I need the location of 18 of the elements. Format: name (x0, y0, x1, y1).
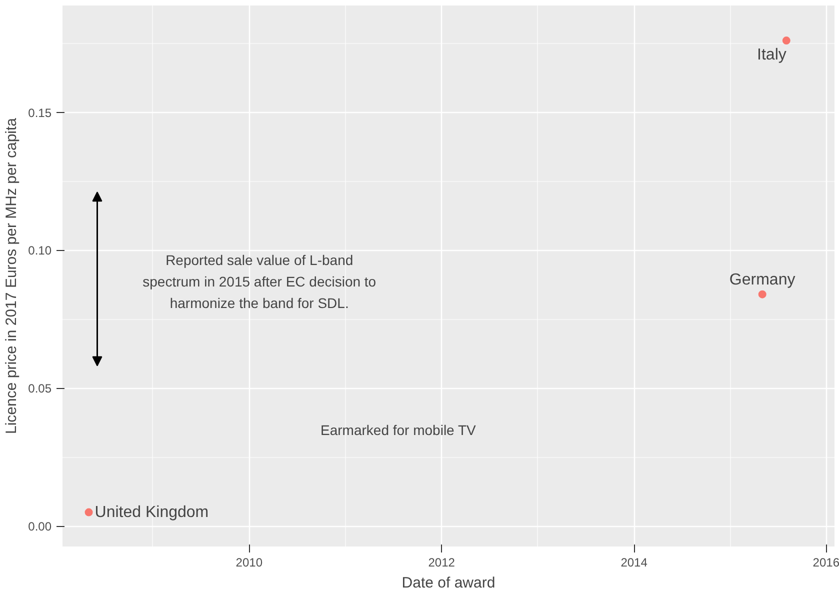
x-tick-label: 2010 (236, 556, 263, 570)
annotation: Earmarked for mobile TV (320, 422, 477, 438)
point (782, 36, 790, 45)
y-axis-title: Licence price in 2017 Euros per MHz per capita (3, 117, 20, 434)
y-tick-label: 0.15 (28, 106, 52, 120)
annotation: Germany (729, 271, 796, 288)
x-axis-title: Date of award (402, 574, 496, 592)
point (84, 508, 93, 516)
y-tick-label: 0.05 (28, 382, 52, 396)
x-tick-label: 2016 (812, 556, 839, 570)
annotation: Reported sale value of L-band spectrum in 2015 after EC decision to harmonize the band for SDL. (142, 252, 376, 312)
y-tick-label: 0.00 (28, 520, 52, 534)
x-tick-label: 2012 (428, 556, 456, 570)
annotation: Italy (757, 46, 786, 64)
point (758, 290, 766, 298)
y-tick-label: 0.10 (28, 244, 52, 258)
x-tick-label: 2014 (620, 556, 648, 570)
annotation: United Kingdom (94, 504, 209, 521)
